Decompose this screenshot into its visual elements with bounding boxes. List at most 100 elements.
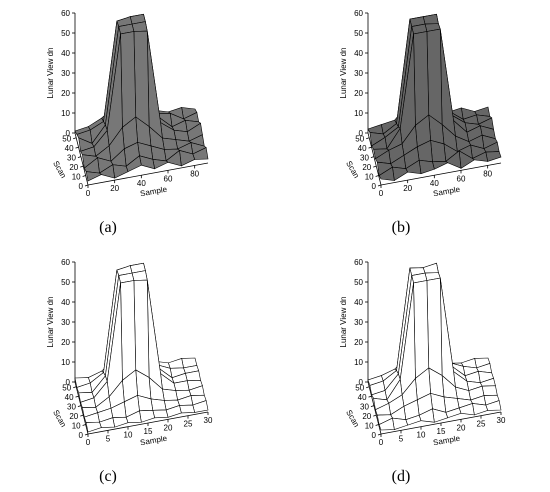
z-tick-label: 40 <box>354 298 363 307</box>
surface-cell <box>152 159 169 170</box>
x-tick-label: 10 <box>124 431 133 440</box>
y-tick-label: 40 <box>358 393 367 402</box>
surface-cell <box>112 164 129 179</box>
z-tick-label: 60 <box>354 258 363 267</box>
y-tick-label: 10 <box>72 422 81 431</box>
z-tick-label: 20 <box>354 89 363 98</box>
x-tick-label: 80 <box>483 169 492 178</box>
z-tick-label: 40 <box>354 49 363 58</box>
z-tick-label: 20 <box>61 338 70 347</box>
surface-cell <box>378 417 395 431</box>
surface-cell <box>120 31 137 128</box>
x-tick-label: 10 <box>417 431 426 440</box>
y-tick <box>82 175 86 177</box>
surface-cell <box>85 171 102 182</box>
y-tick <box>377 433 382 436</box>
y-tick-label: 40 <box>358 144 367 153</box>
x-tick-label: 20 <box>110 184 119 193</box>
caption: (b) <box>392 219 411 236</box>
surface-cell <box>426 277 443 377</box>
y-tick-label: 10 <box>365 173 374 182</box>
y-tick-label: 50 <box>355 135 364 144</box>
surface-cell <box>85 421 102 433</box>
z-tick-label: 30 <box>354 318 363 327</box>
y-tick <box>366 386 370 389</box>
surface-cell <box>422 262 439 274</box>
surface-cell <box>167 358 184 369</box>
z-tick-label: 40 <box>61 298 70 307</box>
x-tick-label: 80 <box>190 169 199 178</box>
surface-cell <box>426 28 443 126</box>
z-axis-title: Lunar View dn <box>46 48 55 99</box>
y-tick <box>75 395 79 398</box>
z-tick-label: 30 <box>61 318 70 327</box>
x-tick-label: 60 <box>457 174 466 183</box>
surface-cell <box>120 280 137 381</box>
z-tick-label: 50 <box>61 29 70 38</box>
x-tick-label: 40 <box>137 179 146 188</box>
y-tick <box>370 405 375 408</box>
y-tick-label: 0 <box>79 431 84 440</box>
x-tick-label: 25 <box>184 420 193 429</box>
y-tick <box>377 184 382 187</box>
x-tick-label: 0 <box>379 189 384 198</box>
caption: (d) <box>392 468 411 485</box>
surface-cell <box>439 278 456 388</box>
z-tick-label: 20 <box>61 89 70 98</box>
x-tick-label: 5 <box>106 434 111 443</box>
z-tick-label: 30 <box>354 69 363 78</box>
x-tick-label: 0 <box>86 189 91 198</box>
x-tick-label: 15 <box>144 427 153 436</box>
y-axis <box>74 381 89 435</box>
y-axis-title: Scan <box>344 408 361 428</box>
caption: (c) <box>99 468 117 485</box>
surface-cell <box>133 30 150 128</box>
z-tick-label: 40 <box>61 49 70 58</box>
y-tick-label: 50 <box>62 135 71 144</box>
y-axis-title: Scan <box>51 408 68 428</box>
z-tick-label: 30 <box>61 69 70 78</box>
z-tick-label: 10 <box>61 109 70 118</box>
y-tick-label: 50 <box>355 384 364 393</box>
z-tick-label: 20 <box>354 338 363 347</box>
y-tick-label: 30 <box>67 154 76 163</box>
z-axis-title: Lunar View dn <box>339 48 348 99</box>
z-tick-label: 60 <box>61 258 70 267</box>
surface-cell <box>422 13 439 25</box>
x-tick-label: 15 <box>437 427 446 436</box>
y-tick <box>73 386 77 389</box>
y-axis <box>367 381 382 435</box>
z-tick-label: 50 <box>354 29 363 38</box>
y-tick <box>84 433 89 436</box>
surface-cell <box>146 280 163 390</box>
x-tick-label: 40 <box>430 179 439 188</box>
y-tick <box>73 137 77 140</box>
y-axis-title: Scan <box>344 159 361 179</box>
y-tick-label: 20 <box>69 412 78 421</box>
surface-cell <box>392 417 409 430</box>
surface-cell <box>485 151 502 162</box>
y-tick <box>375 424 379 426</box>
x-tick-label: 30 <box>497 416 506 425</box>
y-tick-label: 20 <box>69 163 78 172</box>
surface-cell <box>481 385 498 396</box>
y-tick <box>77 405 82 408</box>
surface-cell <box>392 166 409 182</box>
x-tick-label: 20 <box>403 184 412 193</box>
y-tick <box>375 175 379 177</box>
x-axis <box>380 162 502 186</box>
y-tick-label: 20 <box>362 412 371 421</box>
surface-cell <box>150 398 167 411</box>
surface-cell <box>133 279 150 379</box>
y-tick-label: 10 <box>365 422 374 431</box>
y-tick <box>77 156 82 159</box>
x-tick-label: 0 <box>86 438 91 447</box>
surface-cell <box>139 410 156 423</box>
y-tick-label: 30 <box>360 154 369 163</box>
surface-cell <box>439 29 456 137</box>
z-tick-label: 10 <box>61 358 70 367</box>
z-tick-label: 10 <box>354 109 363 118</box>
y-axis-title: Scan <box>51 159 68 179</box>
